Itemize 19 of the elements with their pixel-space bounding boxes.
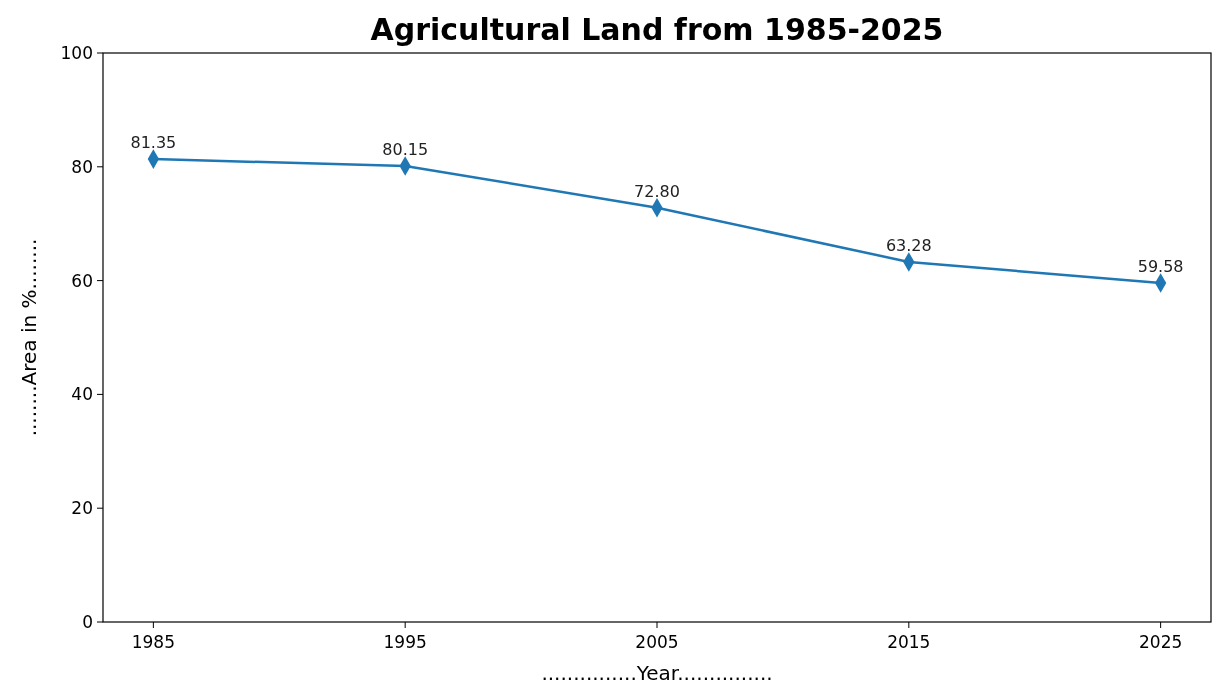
y-axis-title: ........Area in %........ <box>17 238 41 437</box>
data-label: 72.80 <box>634 181 680 201</box>
chart-title: Agricultural Land from 1985-2025 <box>370 12 944 47</box>
x-tick-label: 2025 <box>1139 632 1183 652</box>
y-tick-label: 100 <box>60 42 93 63</box>
data-label: 81.35 <box>130 133 177 153</box>
data-label: 59.58 <box>1137 256 1184 276</box>
y-tick-label: 80 <box>71 156 93 177</box>
data-label: 80.15 <box>382 139 429 159</box>
y-tick-label: 60 <box>71 270 93 291</box>
x-tick-label: 1985 <box>131 632 175 652</box>
x-tick-label: 1995 <box>383 632 427 652</box>
y-tick-label: 20 <box>71 498 93 519</box>
x-tick-label: 2015 <box>887 632 931 652</box>
data-label: 63.28 <box>885 235 932 255</box>
y-tick-label: 40 <box>71 384 93 405</box>
x-axis-title: ...............Year............... <box>541 661 773 684</box>
y-tick-label: 0 <box>82 611 93 632</box>
x-tick-label: 2005 <box>635 632 679 652</box>
